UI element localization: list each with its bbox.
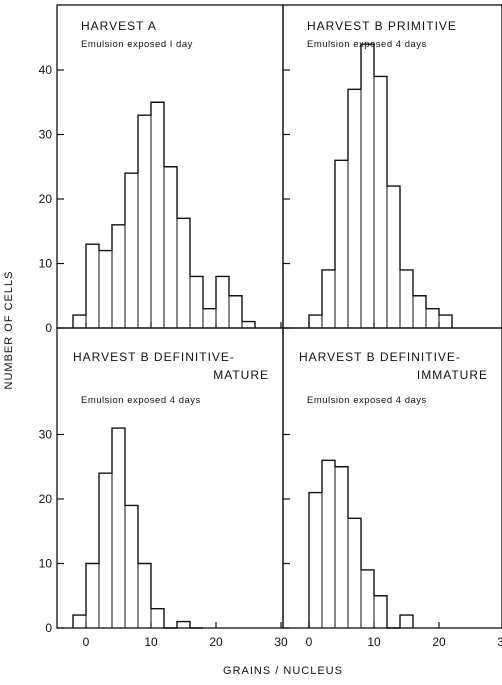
x-tick-label: 20 <box>432 635 446 649</box>
y-tick-label: 20 <box>39 492 53 506</box>
y-tick-label: 30 <box>39 128 53 142</box>
x-axis-title: GRAINS / NUCLEUS <box>223 665 343 677</box>
x-tick-label: 30 <box>274 635 288 649</box>
x-tick-label: 0 <box>306 635 313 649</box>
histogram-outline <box>308 43 453 328</box>
histogram-panel-2: HARVEST B PRIMITIVE Emulsion exposed 4 da… <box>282 4 502 329</box>
histogram-panel-1: 0 10 20 30 40 HARVEST A Emulsion exposed I day <box>39 4 284 335</box>
panel-subtitle: Emulsion exposed 4 days <box>81 395 201 406</box>
panel-title-line-2: MATURE <box>213 368 269 382</box>
x-tick-label: 10 <box>144 635 158 649</box>
x-tick-label: 30 <box>497 635 502 649</box>
x-tick-label: 0 <box>83 635 90 649</box>
y-tick-label: 0 <box>45 621 52 635</box>
panel-title-line-2: IMMATURE <box>417 368 488 382</box>
x-tick-label: 10 <box>367 635 381 649</box>
y-tick-label: 0 <box>45 321 52 335</box>
y-tick-label: 30 <box>39 428 53 442</box>
panel-subtitle: Emulsion exposed I day <box>81 39 193 50</box>
panel-title: HARVEST B DEFINITIVE- <box>73 350 235 364</box>
histogram-outline <box>72 427 203 629</box>
histogram-outline <box>72 101 256 328</box>
y-tick-label: 40 <box>39 63 53 77</box>
y-tick-label: 10 <box>39 257 53 271</box>
panel-title: HARVEST B PRIMITIVE <box>307 19 457 33</box>
panel-subtitle: Emulsion exposed 4 days <box>307 39 427 50</box>
y-axis-title: NUMBER OF CELLS <box>3 271 15 390</box>
histogram-panel-3: 0 10 20 30 0 10 20 30 HARVEST B DEFINITIVE- MATUR… <box>39 327 288 649</box>
y-tick-label: 10 <box>39 557 53 571</box>
panel-title: HARVEST A <box>81 19 157 33</box>
panel-title: HARVEST B DEFINITIVE- <box>299 350 461 364</box>
histogram-outline <box>308 459 414 629</box>
histogram-panel-4: 0 10 20 30 HARVEST B DEFINITIVE- IMMATURE Emul… <box>282 327 502 649</box>
y-tick-label: 20 <box>39 192 53 206</box>
x-tick-label: 20 <box>209 635 223 649</box>
panel-subtitle: Emulsion exposed 4 days <box>307 395 427 406</box>
panel-frame <box>282 4 502 329</box>
